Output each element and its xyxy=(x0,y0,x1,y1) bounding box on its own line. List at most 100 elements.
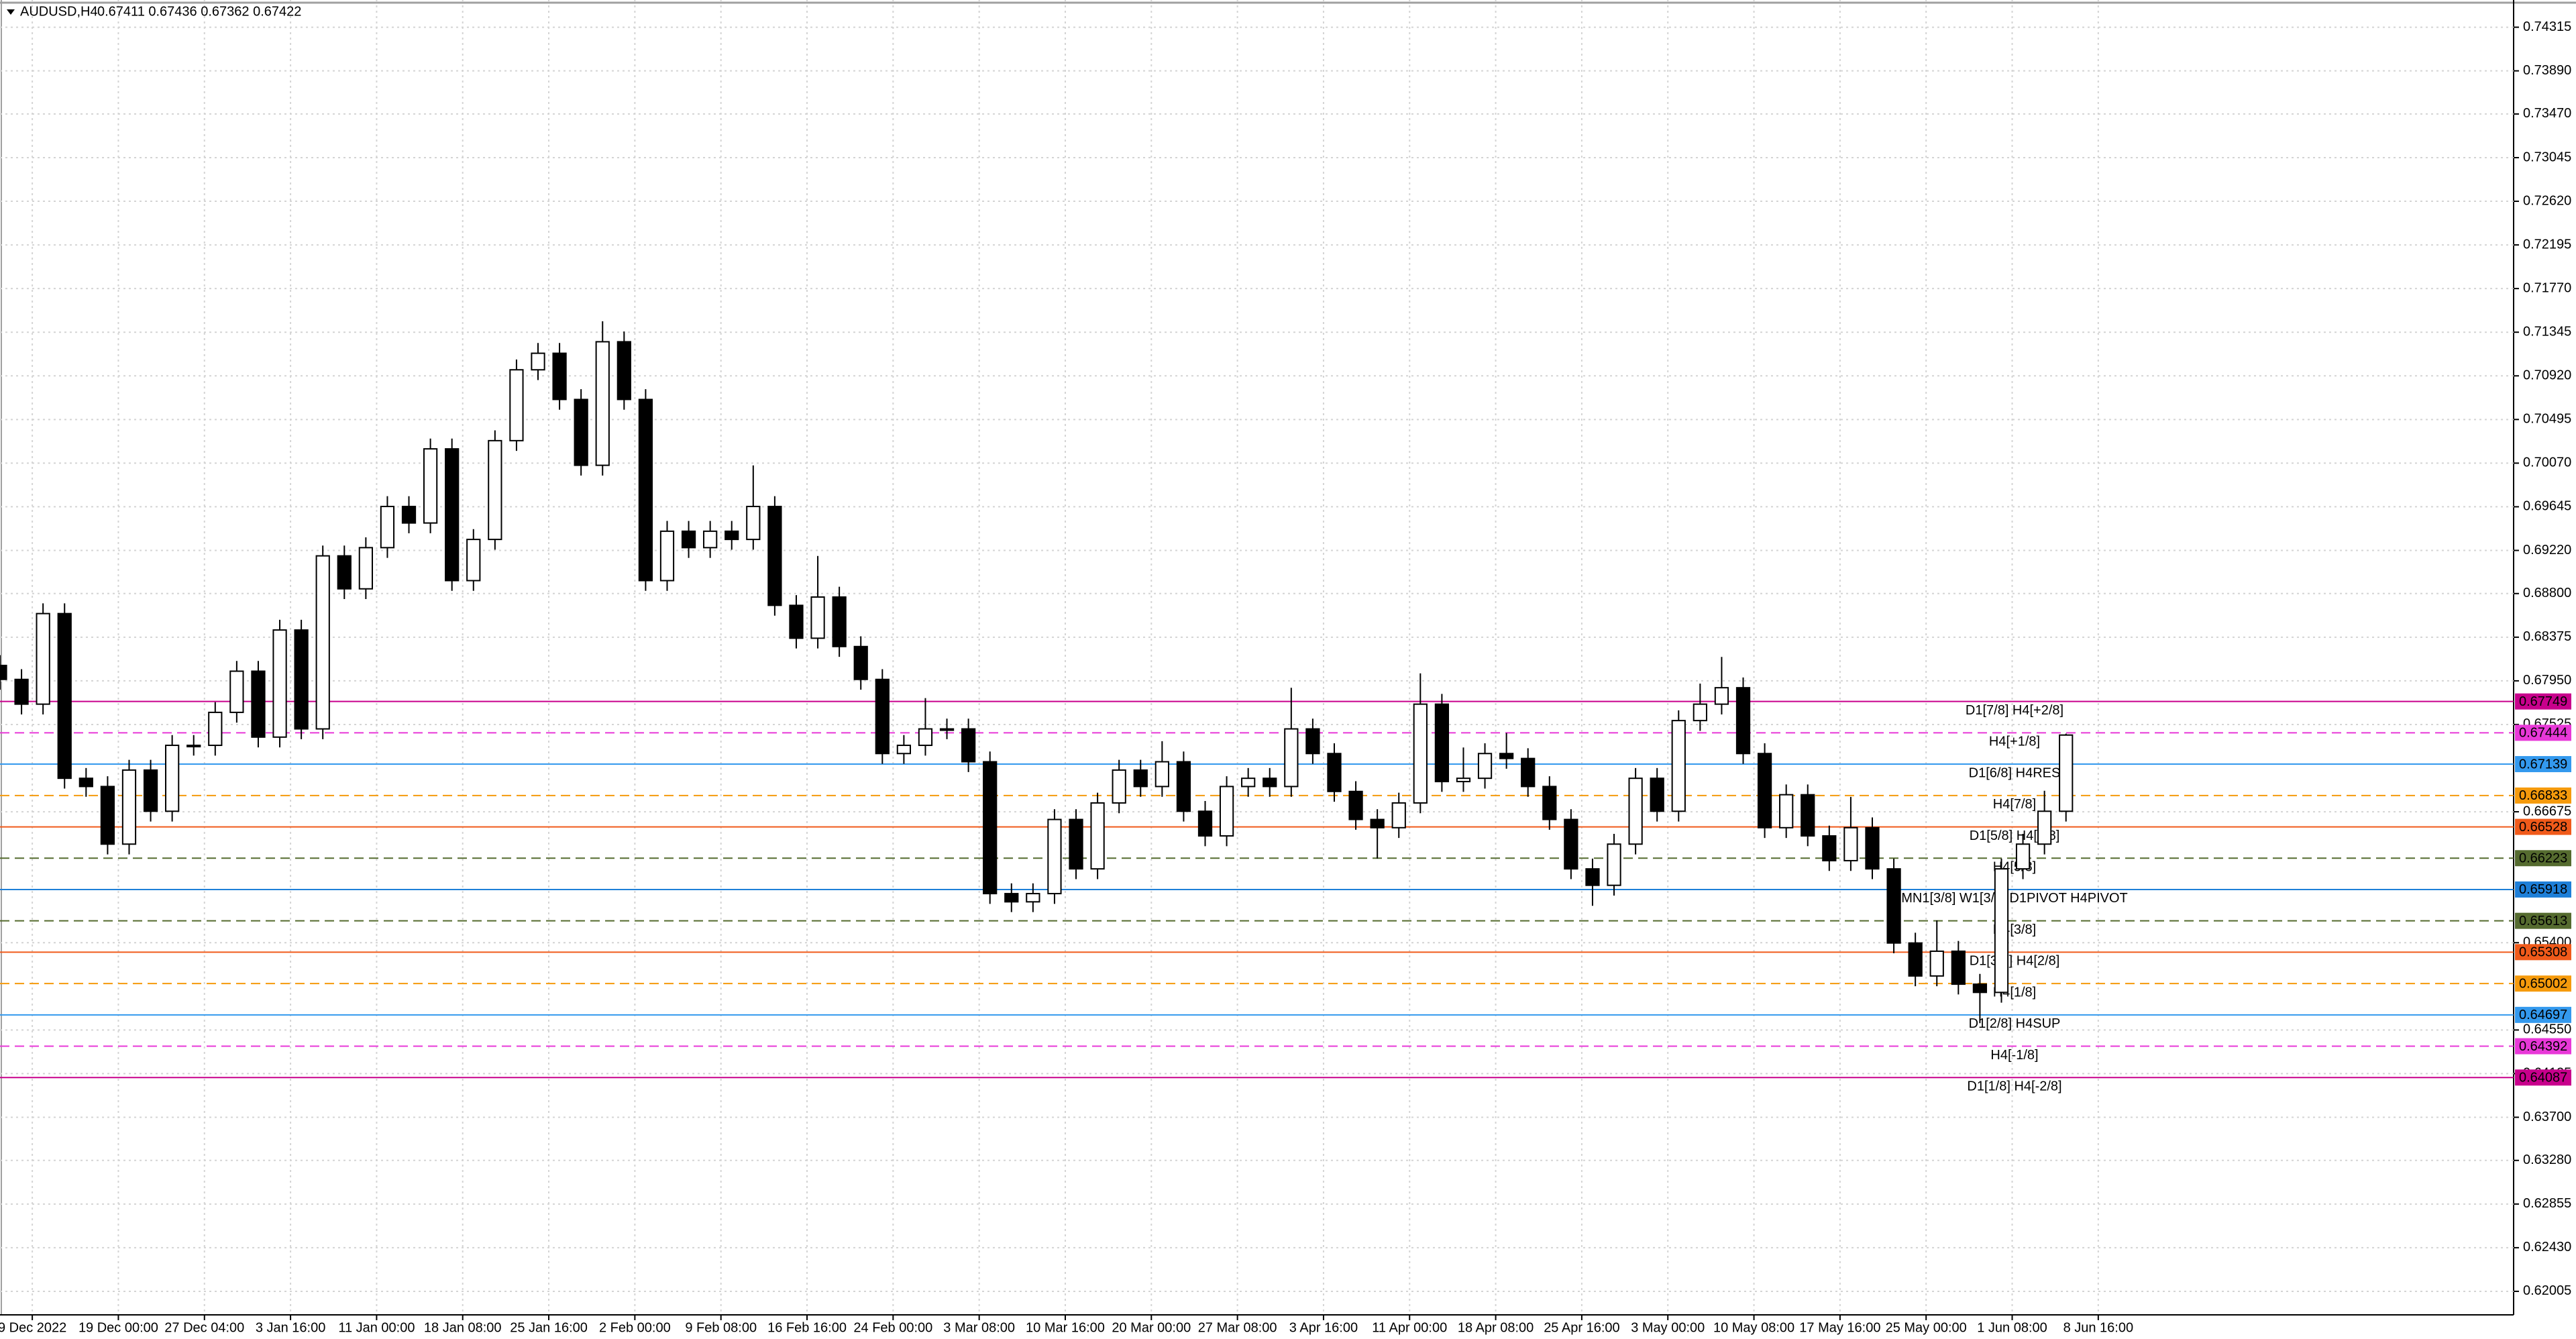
candle-body xyxy=(1219,786,1234,837)
level-price-label: 0.66223 xyxy=(2519,851,2567,866)
candle-body xyxy=(638,398,653,582)
candle-body xyxy=(983,761,998,895)
x-tick-label: 19 Dec 00:00 xyxy=(78,1320,158,1335)
candle-body xyxy=(1693,703,1707,722)
candle-body xyxy=(918,728,933,747)
candle-body xyxy=(229,670,244,713)
y-tick-label: 0.72620 xyxy=(2523,193,2571,208)
x-tick-label: 9 Feb 08:00 xyxy=(685,1320,757,1335)
symbol-menu-arrow[interactable] xyxy=(7,9,15,15)
candle-body xyxy=(2037,810,2052,845)
level-price-box xyxy=(2515,850,2571,867)
y-tick-label: 0.68375 xyxy=(2523,629,2571,644)
candle-body xyxy=(1069,818,1083,870)
y-tick-label: 0.62855 xyxy=(2523,1196,2571,1211)
level-price-box xyxy=(2515,1038,2571,1055)
candle-body xyxy=(121,769,137,845)
candle-body xyxy=(1822,835,1837,861)
y-tick-label: 0.72195 xyxy=(2523,237,2571,252)
candle-body xyxy=(832,596,847,647)
candle-body xyxy=(315,555,330,730)
level-label: H4[-1/8] xyxy=(1990,1048,2038,1063)
level-price-label: 0.67749 xyxy=(2519,694,2567,709)
x-tick-label: 27 Dec 04:00 xyxy=(164,1320,244,1335)
x-tick-label: 25 May 00:00 xyxy=(1886,1320,1967,1335)
candle-body xyxy=(1886,868,1901,944)
ohlc-header: 0.67411 0.67436 0.67362 0.67422 xyxy=(97,4,301,19)
x-tick-label: 1 Jun 08:00 xyxy=(1977,1320,2047,1335)
candle-body xyxy=(1348,790,1363,820)
x-tick-label: 17 May 16:00 xyxy=(1799,1320,1880,1335)
candle-body xyxy=(143,769,158,812)
level-price-box xyxy=(2515,1006,2571,1023)
candle-body xyxy=(1994,868,2009,994)
symbol-title: AUDUSD,H4 xyxy=(20,4,98,19)
candle-body xyxy=(1951,950,1966,985)
candle-body xyxy=(1929,950,1944,977)
level-price-box xyxy=(2515,1069,2571,1086)
axes: 0.74315 0.73890 0.73470 0.73045 0.72620 0.721… xyxy=(0,19,2571,1335)
candle-body xyxy=(380,505,395,549)
x-tick-label: 3 Jan 16:00 xyxy=(256,1320,326,1335)
candle-body xyxy=(1263,778,1277,788)
candle-body xyxy=(445,448,460,582)
x-tick-label: 11 Jan 00:00 xyxy=(338,1320,415,1335)
candle-body xyxy=(423,448,438,524)
y-tick-label: 0.66675 xyxy=(2523,804,2571,818)
candle-body xyxy=(595,341,610,466)
candle-body xyxy=(1477,753,1493,780)
y-tick-label: 0.73045 xyxy=(2523,150,2571,164)
level-price-box xyxy=(2515,725,2571,741)
candle-body xyxy=(1176,761,1191,812)
candle-body xyxy=(1499,753,1514,759)
y-tick-label: 0.71345 xyxy=(2523,324,2571,339)
level-price-label: 0.67444 xyxy=(2519,726,2567,741)
level-price-label: 0.66528 xyxy=(2519,820,2567,835)
candle-body xyxy=(746,505,761,541)
level-price-box xyxy=(2515,818,2571,835)
level-price-label: 0.66833 xyxy=(2519,788,2567,803)
level-price-label: 0.65613 xyxy=(2519,914,2567,928)
x-tick-label: 16 Feb 16:00 xyxy=(767,1320,847,1335)
candle-body xyxy=(100,786,115,845)
y-tick-label: 0.67950 xyxy=(2523,673,2571,688)
candle-body xyxy=(552,352,567,400)
candle-body xyxy=(401,505,417,524)
y-tick-label: 0.70920 xyxy=(2523,368,2571,383)
candle-body xyxy=(1456,778,1471,783)
x-tick-label: 25 Jan 16:00 xyxy=(510,1320,588,1335)
candle-body xyxy=(14,678,29,705)
candle-body xyxy=(488,439,502,541)
candle-body xyxy=(1779,794,1794,828)
level-price-box xyxy=(2515,944,2571,961)
level-label: D1[3/8] H4[2/8] xyxy=(1970,954,2060,969)
y-tick-label: 0.62430 xyxy=(2523,1240,2571,1254)
level-label: H4[+1/8] xyxy=(1989,735,2040,749)
y-tick-label: 0.63280 xyxy=(2523,1153,2571,1167)
candle-body xyxy=(939,728,955,731)
candle-body xyxy=(294,629,309,730)
candle-body xyxy=(1714,687,1729,705)
candle-body xyxy=(1521,757,1536,788)
candle-body xyxy=(1327,753,1342,792)
level-price-box xyxy=(2515,787,2571,804)
candle-body xyxy=(574,398,588,466)
candle-body xyxy=(1801,794,1815,837)
candle-body xyxy=(272,629,287,738)
candle-body xyxy=(875,678,890,755)
y-tick-label: 0.70495 xyxy=(2523,412,2571,427)
candle-body xyxy=(853,645,868,680)
candle-body xyxy=(1757,753,1772,828)
level-price-box xyxy=(2515,756,2571,773)
candle-body xyxy=(1607,843,1621,886)
y-tick-label: 0.68800 xyxy=(2523,586,2571,600)
candle-body xyxy=(961,728,976,763)
x-tick-label: 8 Jun 16:00 xyxy=(2063,1320,2134,1335)
y-tick-label: 0.70070 xyxy=(2523,456,2571,470)
x-tick-label: 11 Apr 00:00 xyxy=(1372,1320,1447,1335)
level-label: D1[6/8] H4RES xyxy=(1969,765,2061,780)
candle-body xyxy=(1434,703,1450,783)
candle-body xyxy=(1542,786,1557,820)
